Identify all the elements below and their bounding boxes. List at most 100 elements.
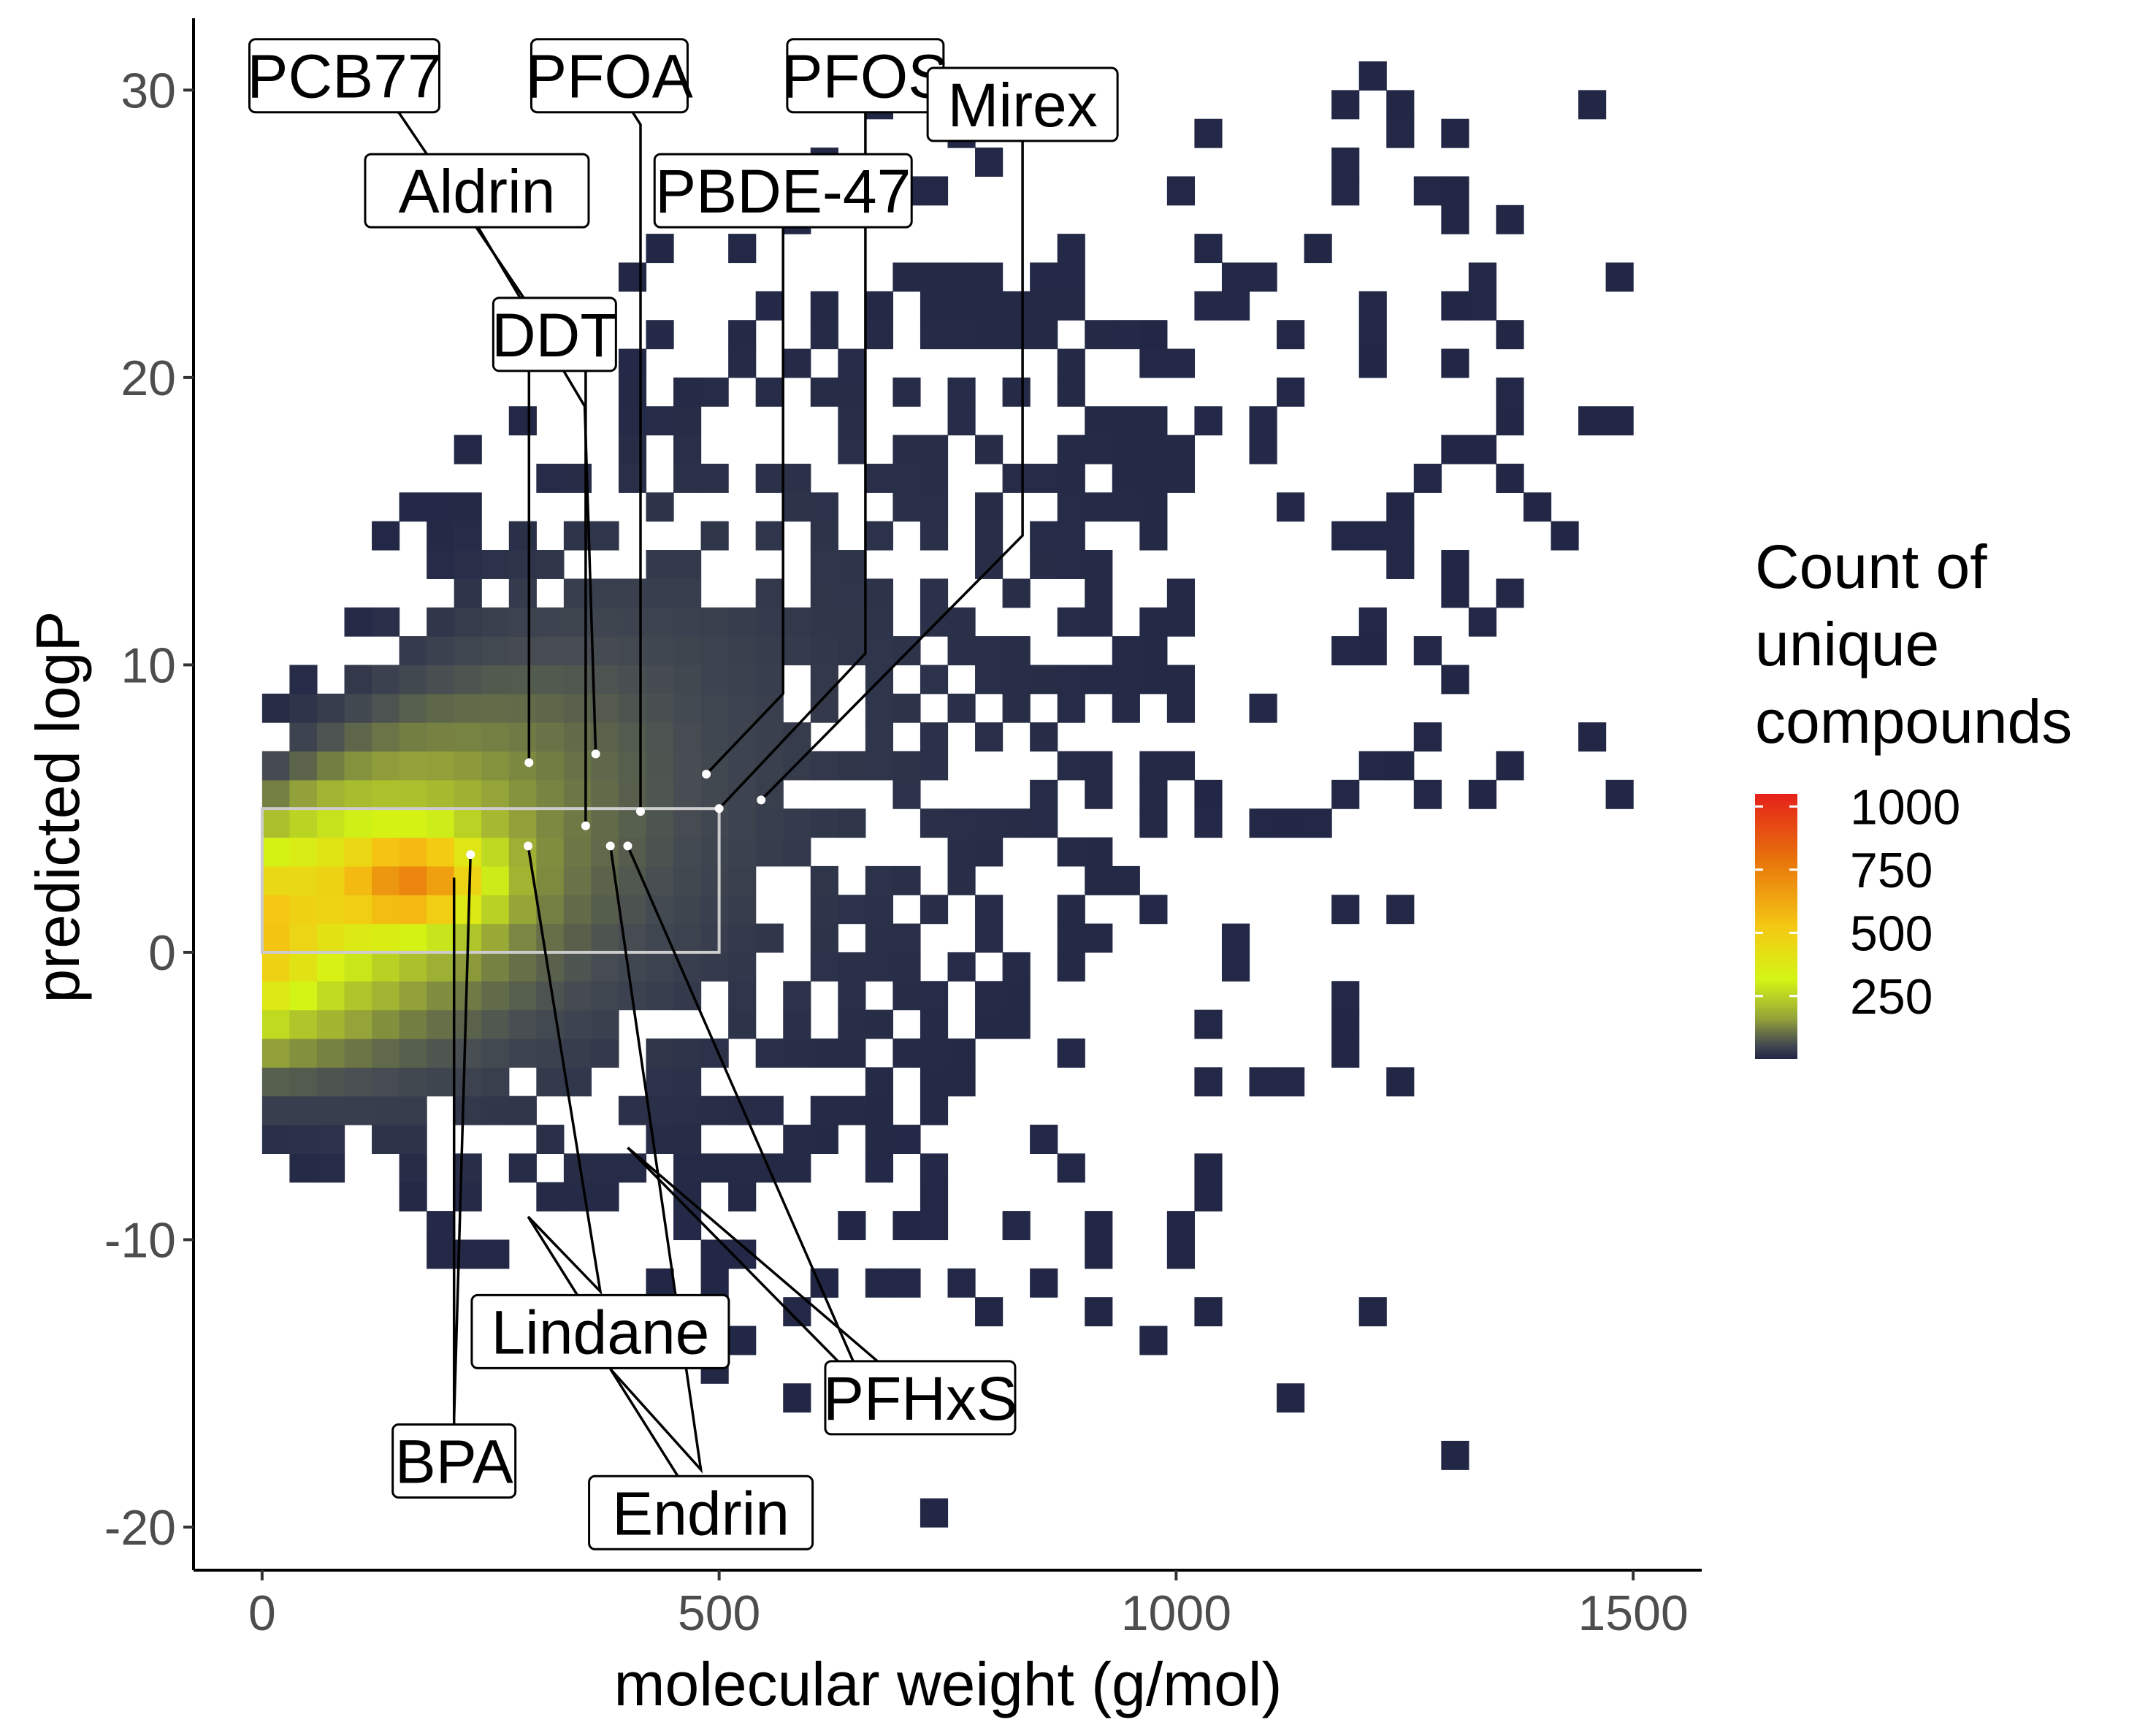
heatmap-bin: [1085, 492, 1113, 522]
heatmap-bin: [481, 923, 510, 953]
heatmap-bin: [892, 923, 921, 953]
heatmap-bin: [673, 636, 702, 666]
heatmap-bin: [920, 722, 949, 752]
heatmap-bin: [1085, 435, 1113, 464]
heatmap-bin: [728, 320, 757, 350]
heatmap-bin: [1112, 463, 1140, 493]
heatmap-bin: [975, 492, 1004, 522]
heatmap-bin: [1030, 550, 1058, 579]
heatmap-bin: [1468, 779, 1497, 809]
compound-label: PFOS: [782, 38, 949, 114]
heatmap-bin: [454, 607, 482, 637]
heatmap-bin: [838, 1009, 866, 1039]
heatmap-bin: [1112, 865, 1140, 895]
heatmap-bin: [700, 895, 729, 925]
heatmap-bin: [618, 377, 647, 407]
heatmap-bin: [427, 981, 455, 1011]
heatmap-bin: [920, 1153, 949, 1183]
heatmap-bin: [1085, 320, 1113, 350]
heatmap-bin: [1057, 923, 1085, 953]
heatmap-bin: [536, 463, 565, 493]
x-tick-label: 1500: [1578, 1586, 1688, 1641]
heatmap-bin: [838, 952, 866, 982]
heatmap-bin: [508, 693, 537, 723]
heatmap-bin: [1221, 952, 1250, 982]
heatmap-bin: [454, 779, 482, 809]
heatmap-bin: [1331, 779, 1360, 809]
heatmap-bin: [454, 550, 482, 579]
heatmap-bin: [1358, 751, 1387, 781]
heatmap-bin: [728, 1153, 757, 1183]
heatmap-bin: [481, 1067, 510, 1097]
legend-tick-label: 1000: [1850, 779, 1960, 835]
heatmap-bin: [1030, 291, 1058, 321]
heatmap-bin: [1166, 1211, 1196, 1241]
heatmap-bin: [618, 636, 647, 666]
heatmap-bin: [536, 607, 565, 637]
heatmap-bin: [454, 1038, 482, 1068]
heatmap-bin: [536, 636, 565, 666]
heatmap-bin: [783, 981, 811, 1011]
heatmap-bin: [838, 550, 866, 579]
heatmap-bin: [261, 1095, 291, 1125]
heatmap-bin: [646, 320, 674, 350]
heatmap-bin: [673, 1153, 702, 1183]
heatmap-bin: [810, 578, 838, 608]
heatmap-bin: [399, 1095, 427, 1125]
heatmap-bin: [1139, 406, 1168, 436]
heatmap-bin: [810, 636, 838, 666]
heatmap-bin: [316, 952, 345, 982]
compound-label: DDT: [492, 297, 618, 372]
heatmap-bin: [755, 779, 784, 809]
heatmap-bin: [1249, 808, 1277, 838]
heatmap-bin: [372, 923, 400, 953]
heatmap-bin: [289, 1067, 318, 1097]
heatmap-bin: [508, 636, 537, 666]
heatmap-bin: [728, 1182, 757, 1212]
heatmap-bin: [920, 320, 949, 350]
heatmap-bin: [261, 693, 291, 723]
heatmap-bin: [1386, 895, 1415, 925]
heatmap-bin: [618, 751, 647, 781]
heatmap-bin: [344, 837, 372, 867]
heatmap-bin: [536, 1009, 565, 1039]
heatmap-bin: [481, 808, 510, 838]
heatmap-bin: [1166, 1239, 1196, 1269]
heatmap-bin: [838, 981, 866, 1011]
heatmap-bin: [508, 722, 537, 752]
heatmap-bin: [975, 435, 1004, 464]
heatmap-bin: [838, 895, 866, 925]
heatmap-bin: [316, 808, 345, 838]
heatmap-bin: [975, 837, 1004, 867]
heatmap-bin: [618, 435, 647, 464]
heatmap-bin: [975, 320, 1004, 350]
label-box: [248, 38, 440, 114]
heatmap-bin: [1523, 492, 1552, 522]
heatmap-bin: [399, 665, 427, 695]
heatmap-bin: [1249, 693, 1277, 723]
heatmap-bin: [563, 722, 592, 752]
heatmap-bin: [1194, 1297, 1223, 1327]
heatmap-bin: [975, 1009, 1004, 1039]
heatmap-bin: [1139, 808, 1168, 838]
heatmap-bin: [1085, 607, 1113, 637]
heatmap-bin: [399, 895, 427, 925]
heatmap-bin: [618, 837, 647, 867]
heatmap-bin: [947, 1268, 976, 1298]
heatmap-bin: [399, 1067, 427, 1097]
heatmap-bin: [1139, 320, 1168, 350]
heatmap-bin: [563, 636, 592, 666]
label-box: [588, 1475, 814, 1550]
heatmap-bin: [975, 895, 1004, 925]
heatmap-bin: [700, 665, 729, 695]
heatmap-bin: [1112, 693, 1140, 723]
heatmap-bin: [755, 377, 784, 407]
heatmap-bin: [865, 693, 894, 723]
heatmap-bin: [563, 751, 592, 781]
heatmap-bin: [344, 1009, 372, 1039]
heatmap-bin: [673, 1125, 702, 1154]
heatmap-bin: [372, 751, 400, 781]
heatmap-bin: [399, 1009, 427, 1039]
heatmap-bin: [344, 722, 372, 752]
heatmap-bin: [728, 1009, 757, 1039]
